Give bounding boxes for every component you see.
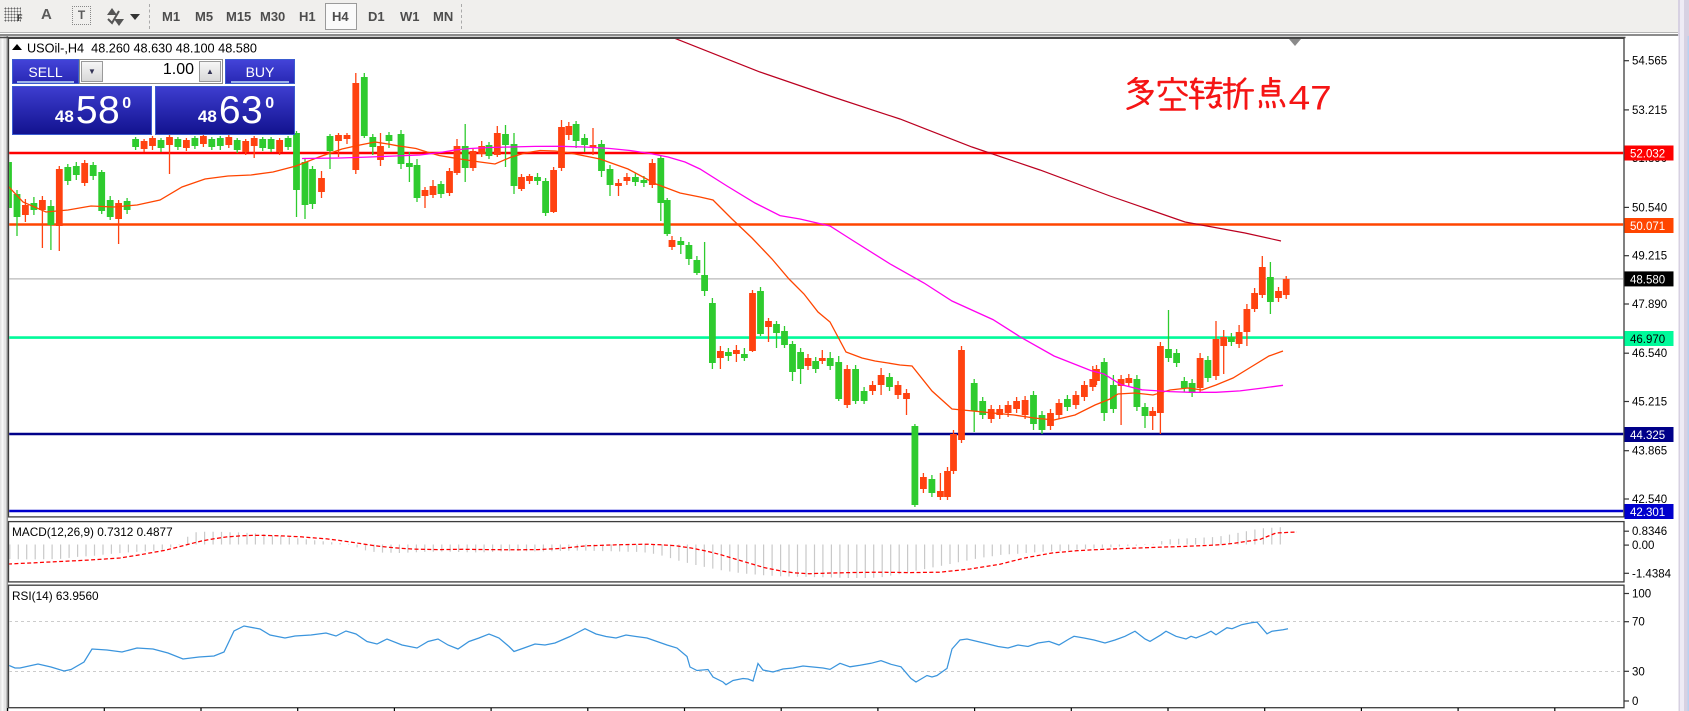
svg-text:46.540: 46.540 — [1632, 348, 1667, 360]
svg-text:RSI(14) 63.9560: RSI(14) 63.9560 — [12, 589, 99, 603]
svg-text:46.970: 46.970 — [1630, 334, 1665, 346]
svg-text:-1.4384: -1.4384 — [1632, 568, 1672, 580]
svg-text:47: 47 — [1289, 79, 1332, 117]
svg-text:43.865: 43.865 — [1632, 446, 1667, 458]
svg-text:USOil-,H4 48.260 48.630 48.10: USOil-,H4 48.260 48.630 48.100 48.580 — [27, 41, 257, 55]
svg-text:0.8346: 0.8346 — [1632, 526, 1667, 538]
svg-text:49.215: 49.215 — [1632, 251, 1667, 263]
svg-text:0.00: 0.00 — [1632, 540, 1654, 552]
svg-text:42.301: 42.301 — [1630, 507, 1665, 519]
svg-text:70: 70 — [1632, 617, 1645, 629]
svg-text:45.215: 45.215 — [1632, 397, 1667, 409]
svg-text:50.540: 50.540 — [1632, 202, 1667, 214]
svg-text:0: 0 — [1632, 696, 1638, 708]
svg-text:50.071: 50.071 — [1630, 221, 1665, 233]
svg-text:52.032: 52.032 — [1630, 149, 1665, 161]
svg-text:MACD(12,26,9) 0.7312 0.4877: MACD(12,26,9) 0.7312 0.4877 — [12, 525, 173, 539]
svg-text:54.565: 54.565 — [1632, 56, 1667, 68]
svg-text:100: 100 — [1632, 589, 1651, 601]
svg-text:47.890: 47.890 — [1632, 299, 1667, 311]
svg-text:30: 30 — [1632, 666, 1645, 678]
svg-text:53.215: 53.215 — [1632, 105, 1667, 117]
svg-text:42.540: 42.540 — [1632, 494, 1667, 506]
svg-text:44.325: 44.325 — [1630, 430, 1665, 442]
svg-text:48.580: 48.580 — [1630, 274, 1665, 286]
